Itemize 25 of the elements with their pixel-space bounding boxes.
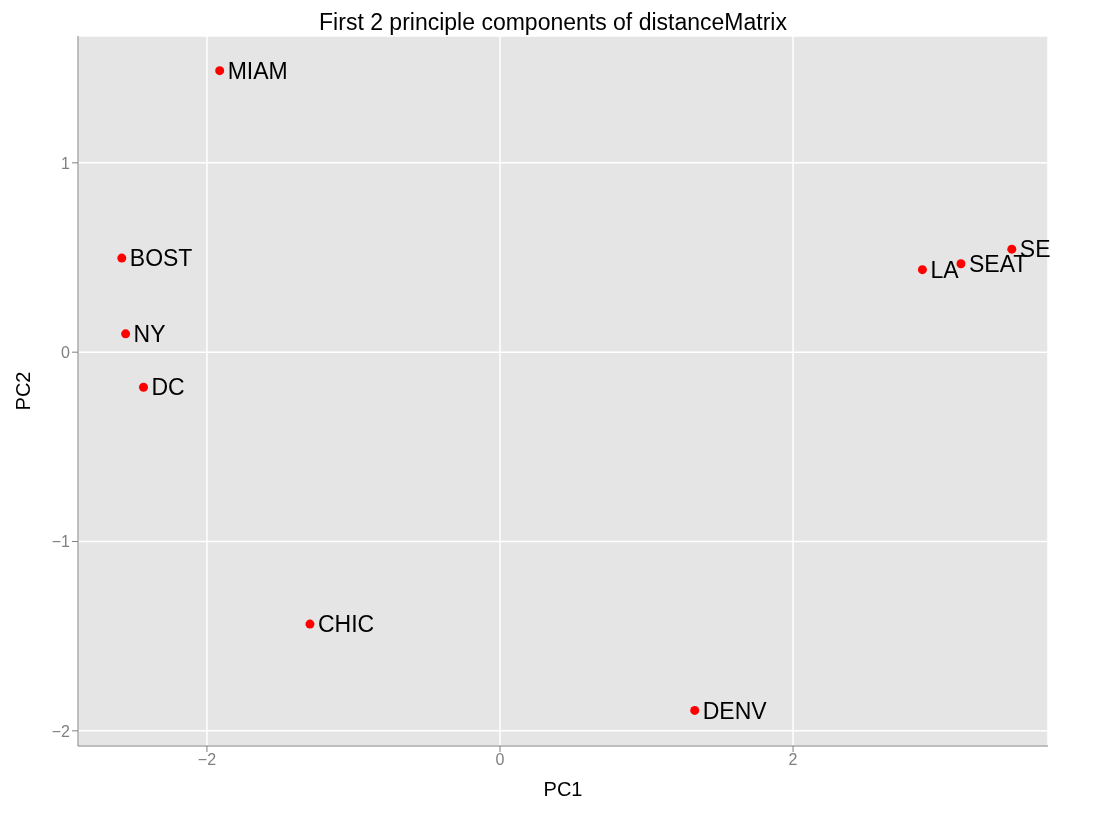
annotation: MIAM (227, 57, 288, 84)
annotation: BOST (129, 245, 193, 272)
y-axis-title: PC2 (12, 371, 35, 411)
x-tick-label: 0 (495, 751, 505, 769)
point (121, 329, 131, 339)
annotation: NY (133, 320, 166, 347)
point (917, 265, 927, 275)
point (305, 619, 315, 629)
annotation: CHIC (317, 611, 375, 638)
annotation: DENV (702, 697, 768, 724)
chart-title: First 2 principle components of distanceMatrix (318, 8, 788, 36)
x-tick-label: −2 (197, 751, 217, 769)
y-tick-label: −2 (51, 722, 71, 740)
y-tick-label: 1 (61, 154, 71, 172)
x-tick-label: 2 (788, 751, 798, 769)
point (1007, 244, 1017, 254)
y-tick-label: 0 (61, 343, 71, 361)
x-axis-title: PC1 (543, 778, 583, 800)
annotation: LA (930, 256, 960, 283)
point (117, 253, 127, 263)
annotation: DC (151, 374, 185, 401)
y-tick-label: −1 (51, 533, 71, 551)
point (215, 66, 225, 76)
point (690, 705, 700, 715)
point (139, 382, 148, 392)
